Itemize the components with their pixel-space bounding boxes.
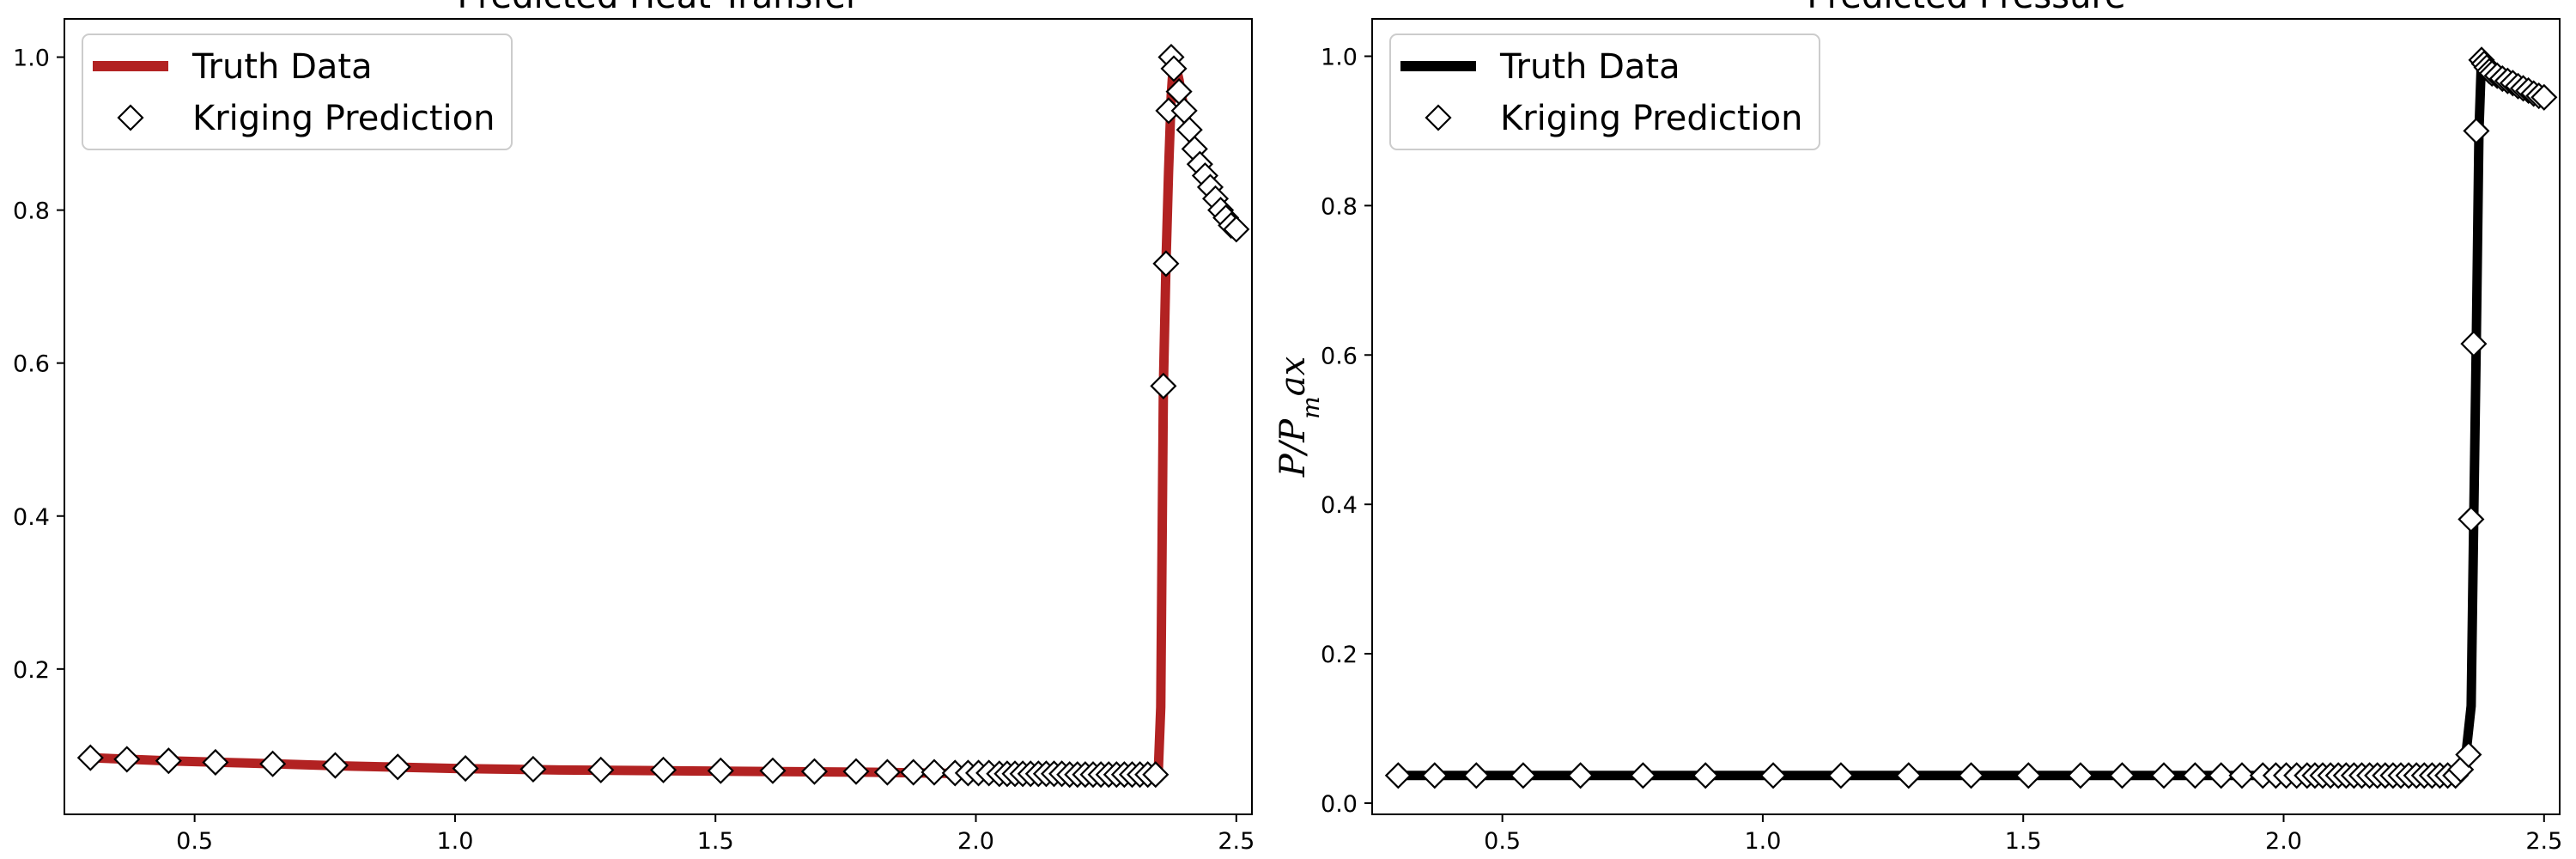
heat-transfer-x-tick-label: 1.5 bbox=[697, 828, 734, 855]
heat-transfer-y-tick-label: 0.6 bbox=[13, 351, 50, 378]
pressure-kriging-point bbox=[1384, 762, 1412, 789]
pressure-kriging-point bbox=[1759, 762, 1787, 789]
pressure-ticks: 0.5 1.0 1.5 2.0 2.5 0.0 0.2 0.4 0.6 0.8 1.0 bbox=[1321, 44, 2562, 855]
pressure-y-tick-label: 0.6 bbox=[1321, 343, 1358, 369]
pressure-kriging-point bbox=[2150, 762, 2178, 789]
heat-transfer-x-tick-label: 1.0 bbox=[436, 828, 473, 855]
pressure-kriging-point bbox=[2181, 762, 2208, 789]
pressure-axes-frame bbox=[1371, 18, 2561, 815]
heat-transfer-kriging-point bbox=[452, 755, 479, 783]
heat-transfer-plot-area bbox=[76, 43, 1250, 789]
heat-transfer-kriging-point bbox=[650, 756, 677, 783]
heat-transfer-kriging-point bbox=[873, 758, 901, 786]
pressure-kriging-point bbox=[2458, 505, 2485, 533]
heat-transfer-axes-frame bbox=[64, 18, 1253, 815]
heat-transfer-kriging-point bbox=[842, 758, 870, 785]
heat-transfer-x-tick-label: 2.0 bbox=[957, 828, 994, 855]
heat-transfer-kriging-point bbox=[519, 755, 547, 783]
heat-transfer-kriging-point bbox=[113, 746, 141, 773]
heat-transfer-kriging-point bbox=[1142, 761, 1170, 789]
pressure-kriging-point bbox=[2460, 330, 2488, 357]
pressure-kriging-point bbox=[2014, 762, 2042, 789]
heat-transfer-x-tick-label: 0.5 bbox=[176, 828, 213, 855]
pressure-y-axis-label: P/Pmax bbox=[1273, 356, 1325, 478]
heat-transfer-kriging-point bbox=[1223, 216, 1250, 243]
pressure-y-tick-label: 0.4 bbox=[1321, 492, 1358, 519]
heat-transfer-kriging-point bbox=[759, 757, 787, 784]
pressure-kriging-point bbox=[1958, 762, 1985, 789]
pressure-y-tick-label: 0.2 bbox=[1321, 642, 1358, 668]
pressure-kriging-point bbox=[1895, 762, 1923, 789]
heat-transfer-kriging-point bbox=[587, 756, 615, 783]
heat-transfer-kriging-point bbox=[384, 753, 411, 781]
pressure-y-tick-label: 1.0 bbox=[1321, 44, 1358, 70]
heat-transfer-kriging-point bbox=[1160, 55, 1188, 82]
heat-transfer-legend-box bbox=[82, 34, 513, 150]
pressure-title: Predicted Pressure bbox=[1807, 0, 2125, 16]
heat-transfer-title: Predicted Heat Transfer bbox=[458, 0, 860, 16]
pressure-legend-kriging-label: Kriging Prediction bbox=[1500, 99, 1802, 138]
pressure-x-tick-label: 0.5 bbox=[1484, 828, 1521, 855]
pressure-kriging-point bbox=[2067, 762, 2094, 789]
heat-transfer-y-tick-label: 1.0 bbox=[13, 46, 50, 72]
pressure-kriging-point bbox=[2455, 740, 2482, 768]
heat-transfer-legend-truth-label: Truth Data bbox=[191, 47, 373, 87]
pressure-x-tick-label: 1.5 bbox=[2005, 828, 2042, 855]
pressure-kriging-point bbox=[2463, 117, 2490, 144]
pressure-kriging-point bbox=[2228, 762, 2256, 789]
heat-transfer-kriging-point bbox=[76, 744, 104, 771]
heat-transfer-legend: Truth Data Kriging Prediction bbox=[82, 34, 513, 150]
heat-transfer-kriging-point bbox=[1152, 250, 1180, 277]
heat-transfer-kriging-point bbox=[920, 758, 948, 786]
pressure-x-tick-label: 2.0 bbox=[2265, 828, 2302, 855]
pressure-kriging-point bbox=[2108, 762, 2136, 789]
heat-transfer-legend-diamond-swatch bbox=[117, 104, 144, 131]
pressure-y-tick-label: 0.8 bbox=[1321, 193, 1358, 220]
pressure-plot-area bbox=[1384, 46, 2558, 789]
pressure-kriging-point bbox=[1629, 762, 1656, 789]
pressure-x-tick-label: 2.5 bbox=[2525, 828, 2562, 855]
pressure-kriging-point bbox=[1510, 762, 1537, 789]
pressure-kriging-point bbox=[1692, 762, 1719, 789]
heat-transfer-kriging-point bbox=[321, 752, 349, 779]
pressure-legend: Truth Data Kriging Prediction bbox=[1389, 34, 1820, 150]
pressure-x-tick-label: 1.0 bbox=[1744, 828, 1781, 855]
heat-transfer-kriging-point bbox=[259, 750, 287, 777]
pressure-legend-box bbox=[1389, 34, 1820, 150]
heat-transfer-y-tick-label: 0.2 bbox=[13, 657, 50, 684]
heat-transfer-panel: Predicted Heat Transfer 0.51.01.52.02.50… bbox=[13, 0, 1255, 855]
pressure-kriging-point bbox=[1421, 762, 1449, 789]
heat-transfer-kriging-point bbox=[900, 758, 927, 786]
heat-transfer-kriging-point bbox=[707, 757, 734, 784]
pressure-y-tick-label: 0.0 bbox=[1321, 791, 1358, 818]
pressure-kriging-point bbox=[1462, 762, 1490, 789]
pressure-legend-diamond-swatch bbox=[1425, 104, 1452, 131]
heat-transfer-y-tick-label: 0.4 bbox=[13, 504, 50, 531]
heat-transfer-ticks: 0.5 1.0 1.5 2.0 2.5 0.2 0.4 0.6 0.8 1.0 bbox=[13, 46, 1255, 855]
pressure-panel: Predicted Pressure P/Pmax 0.5 1.0 1.5 2.0 2.… bbox=[1273, 0, 2562, 855]
heat-transfer-legend-kriging-label: Kriging Prediction bbox=[192, 99, 495, 138]
heat-transfer-kriging-point bbox=[155, 747, 182, 775]
heat-transfer-kriging-point bbox=[800, 758, 829, 785]
heat-transfer-x-tick-label: 2.5 bbox=[1218, 828, 1255, 855]
heat-transfer-y-tick-label: 0.8 bbox=[13, 198, 50, 225]
pressure-kriging-point bbox=[1827, 762, 1855, 789]
pressure-kriging-point bbox=[2530, 83, 2558, 111]
pressure-kriging-point bbox=[1567, 762, 1595, 789]
heat-transfer-kriging-point bbox=[202, 748, 229, 777]
pressure-legend-truth-label: Truth Data bbox=[1499, 47, 1680, 87]
heat-transfer-kriging-point bbox=[1150, 372, 1177, 399]
pressure-kriging-point bbox=[2208, 762, 2235, 789]
